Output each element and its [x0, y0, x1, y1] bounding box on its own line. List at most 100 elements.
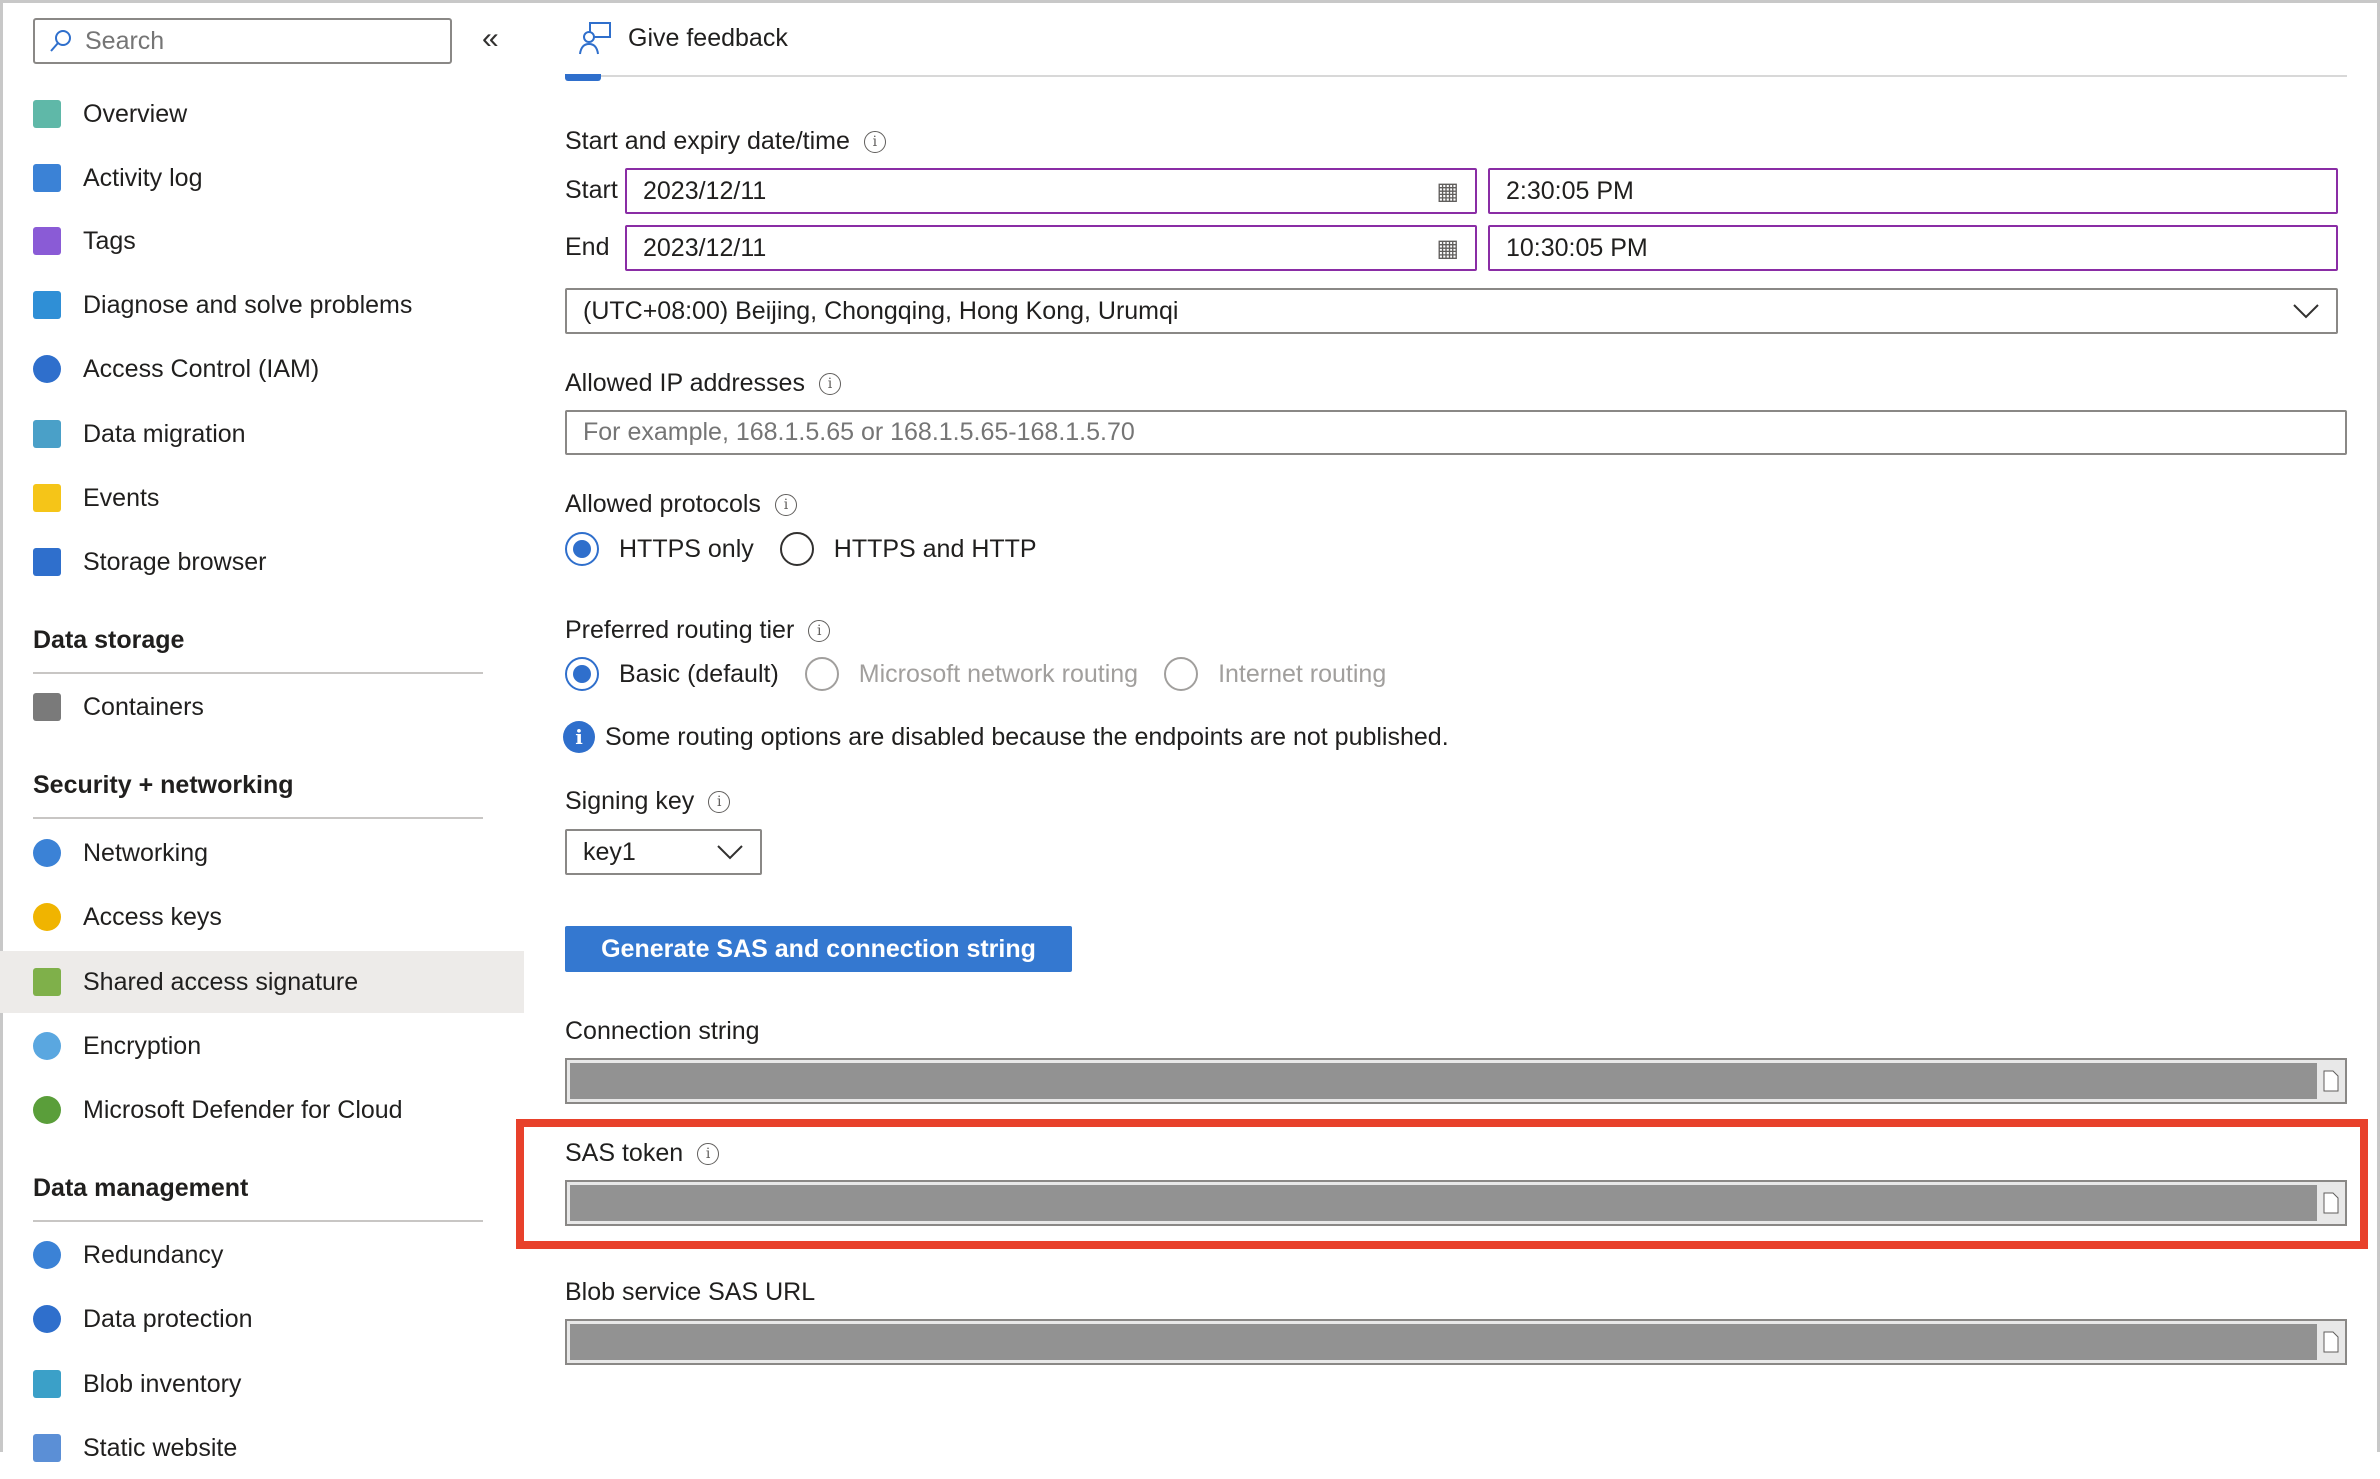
section-divider	[33, 817, 483, 819]
end-label: End	[565, 233, 610, 261]
timezone-value: (UTC+08:00) Beijing, Chongqing, Hong Kon…	[583, 296, 1179, 325]
copy-icon[interactable]	[2317, 1321, 2345, 1363]
sidebar-item-access-keys[interactable]: Access keys	[0, 886, 524, 948]
calendar-icon[interactable]: ▦	[1436, 234, 1459, 262]
sidebar-item-data-protection[interactable]: Data protection	[0, 1288, 524, 1350]
sidebar-item-redundancy[interactable]: Redundancy	[0, 1224, 524, 1286]
end-date-input[interactable]: 2023/12/11 ▦	[625, 225, 1477, 271]
radio-microsoft-network-routing[interactable]	[804, 657, 839, 691]
radio-internet-routing[interactable]	[1164, 657, 1199, 691]
datetime-label: Start and expiry date/time i	[565, 127, 886, 156]
copy-icon[interactable]	[2317, 1182, 2345, 1224]
sidebar-item-overview[interactable]: Overview	[0, 83, 524, 145]
routing-tier-label: Preferred routing tier i	[565, 616, 831, 645]
sidebar-item-label: Diagnose and solve problems	[83, 290, 413, 319]
info-icon[interactable]: i	[808, 619, 831, 642]
start-time-input[interactable]: 2:30:05 PM	[1488, 168, 2338, 214]
calendar-icon[interactable]: ▦	[1436, 177, 1459, 205]
routing-radio-group: Basic (default) Microsoft network routin…	[565, 657, 1386, 691]
start-time-value: 2:30:05 PM	[1506, 176, 1634, 205]
radio-label: Internet routing	[1218, 659, 1387, 688]
start-date-input[interactable]: 2023/12/11 ▦	[625, 168, 1477, 214]
give-feedback-button[interactable]: Give feedback	[578, 20, 788, 56]
sidebar-item-label: Data migration	[83, 419, 246, 448]
sidebar-section-title: Security + networking	[33, 771, 294, 799]
chevron-down-icon	[717, 845, 743, 860]
end-time-input[interactable]: 10:30:05 PM	[1488, 225, 2338, 271]
end-date-value: 2023/12/11	[643, 233, 767, 262]
timezone-dropdown[interactable]: (UTC+08:00) Beijing, Chongqing, Hong Kon…	[565, 288, 2338, 334]
radio-https-only[interactable]	[565, 532, 599, 566]
info-icon[interactable]: i	[818, 372, 841, 395]
connection-string-field[interactable]	[565, 1058, 2347, 1104]
activity-log-icon	[33, 164, 61, 192]
key-icon	[33, 903, 61, 931]
search-input[interactable]	[85, 26, 415, 56]
sidebar-item-shared-access-signature[interactable]: Shared access signature	[0, 951, 524, 1013]
sidebar-item-activity-log[interactable]: Activity log	[0, 147, 524, 209]
collapse-sidebar-button[interactable]: «	[482, 22, 499, 55]
give-feedback-label: Give feedback	[628, 23, 788, 52]
data-migration-icon	[33, 420, 61, 448]
sidebar-item-label: Access keys	[83, 902, 222, 931]
tag-icon	[33, 227, 61, 255]
signing-key-value: key1	[583, 837, 636, 866]
routing-info-text: Some routing options are disabled becaus…	[605, 722, 1449, 751]
radio-basic[interactable]	[565, 657, 599, 691]
sidebar-item-containers[interactable]: Containers	[0, 676, 524, 738]
radio-https-and-http[interactable]	[779, 532, 814, 566]
copy-icon[interactable]	[2317, 1060, 2345, 1102]
tab-divider	[565, 75, 2347, 77]
search-icon	[50, 30, 71, 52]
globe-icon	[33, 1241, 61, 1269]
sidebar-item-label: Data protection	[83, 1304, 253, 1333]
radio-label: HTTPS only	[619, 534, 754, 563]
info-icon[interactable]: i	[774, 493, 797, 516]
lightning-icon	[33, 484, 61, 512]
sidebar-item-tags[interactable]: Tags	[0, 210, 524, 272]
sas-token-label: SAS token i	[565, 1139, 720, 1168]
active-tab-indicator	[565, 74, 601, 81]
sidebar-item-label: Static website	[83, 1433, 238, 1462]
start-label: Start	[565, 176, 618, 204]
sidebar-item-microsoft-defender-for-cloud[interactable]: Microsoft Defender for Cloud	[0, 1079, 524, 1141]
redacted-value	[570, 1324, 2317, 1360]
sidebar-item-networking[interactable]: Networking	[0, 822, 524, 884]
info-icon[interactable]: i	[697, 1142, 720, 1165]
protocols-radio-group: HTTPS only HTTPS and HTTP	[565, 532, 1037, 566]
info-icon[interactable]: i	[863, 130, 886, 153]
storage-browser-icon	[33, 548, 61, 576]
search-box[interactable]	[33, 18, 452, 64]
sidebar-item-blob-inventory[interactable]: Blob inventory	[0, 1353, 524, 1415]
sidebar-item-label: Access Control (IAM)	[83, 354, 320, 383]
sidebar-item-events[interactable]: Events	[0, 467, 524, 529]
radio-label: Basic (default)	[619, 659, 779, 688]
inventory-icon	[33, 1370, 61, 1398]
sidebar-section-title: Data storage	[33, 626, 185, 654]
radio-label: HTTPS and HTTP	[833, 534, 1037, 563]
sidebar-item-diagnose-and-solve-problems[interactable]: Diagnose and solve problems	[0, 274, 524, 336]
allowed-ip-label: Allowed IP addresses i	[565, 369, 841, 398]
sidebar-item-storage-browser[interactable]: Storage browser	[0, 531, 524, 593]
website-icon	[33, 1434, 61, 1462]
wrench-icon	[33, 291, 61, 319]
end-time-value: 10:30:05 PM	[1506, 233, 1648, 262]
sidebar-item-static-website[interactable]: Static website	[0, 1417, 524, 1479]
blob-sas-url-field[interactable]	[565, 1319, 2347, 1365]
sas-token-field[interactable]	[565, 1180, 2347, 1226]
generate-sas-button[interactable]: Generate SAS and connection string	[565, 926, 1072, 972]
globe-network-icon	[33, 839, 61, 867]
sidebar-item-data-migration[interactable]: Data migration	[0, 403, 524, 465]
allowed-ip-input[interactable]	[565, 410, 2347, 455]
info-icon[interactable]: i	[708, 790, 731, 813]
sidebar-item-encryption[interactable]: Encryption	[0, 1015, 524, 1077]
redacted-value	[570, 1063, 2317, 1099]
feedback-icon	[579, 22, 611, 55]
section-divider	[33, 1220, 483, 1222]
overview-icon	[33, 100, 61, 128]
sidebar-item-label: Shared access signature	[83, 967, 359, 996]
signing-key-dropdown[interactable]: key1	[565, 829, 762, 875]
routing-info-message: i Some routing options are disabled beca…	[563, 721, 1449, 753]
sidebar-item-label: Tags	[83, 226, 136, 255]
sidebar-item-access-control-iam[interactable]: Access Control (IAM)	[0, 338, 524, 400]
